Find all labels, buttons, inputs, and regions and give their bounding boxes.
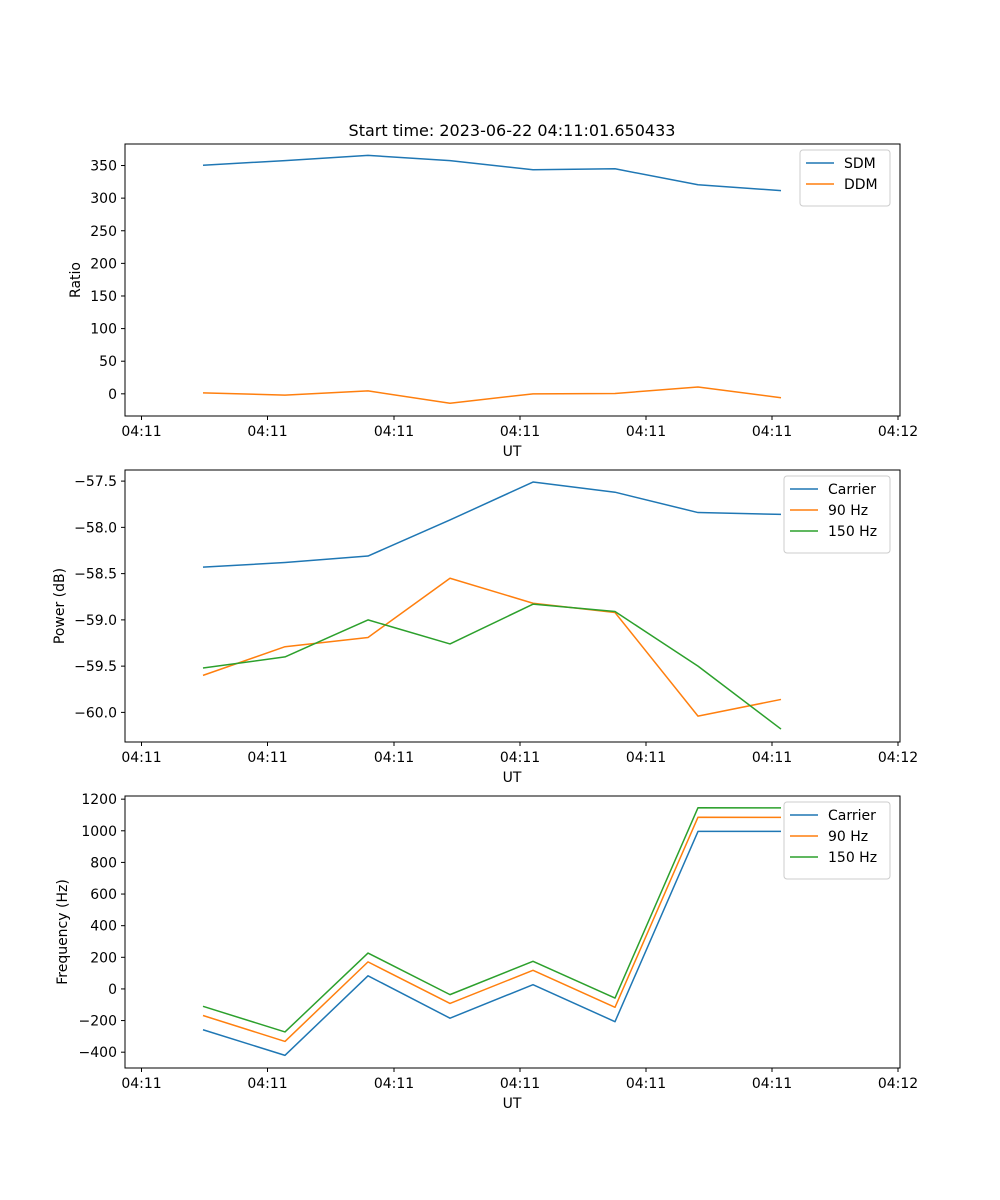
power-y-tick-label: −57.5 <box>74 474 117 490</box>
ratio-y-tick-label: 0 <box>108 387 117 403</box>
ratio-x-tick-label: 04:11 <box>626 424 666 440</box>
power-panel: UT Power (dB) 04:11 04:11 04:11 04:11 04:11 0… <box>52 469 918 786</box>
frequency-legend: Carrier 90 Hz 150 Hz <box>783 801 891 880</box>
ratio-legend-label: SDM <box>844 156 876 172</box>
ratio-series-sdm <box>202 154 782 192</box>
power-y-tick-label: −59.5 <box>74 659 117 675</box>
frequency-y-tick-label: 800 <box>90 855 117 871</box>
power-plot-frame <box>124 469 901 743</box>
frequency-y-tick-label: 600 <box>90 887 117 903</box>
ratio-y-tick-label: 250 <box>90 224 117 240</box>
ratio-y-tick-label: 350 <box>90 159 117 175</box>
power-x-tick-label: 04:11 <box>121 750 161 766</box>
power-legend-label: Carrier <box>828 482 876 498</box>
ratio-x-axis-label: UT <box>503 444 522 460</box>
power-y-tick-label: −58.5 <box>74 567 117 583</box>
frequency-series-carrier <box>202 830 781 1057</box>
ratio-y-tick-label: 150 <box>90 289 117 305</box>
frequency-y-axis-label: Frequency (Hz) <box>55 879 71 985</box>
ratio-x-tick-label: 04:11 <box>247 424 287 440</box>
ratio-x-tick-label: 04:11 <box>752 424 792 440</box>
frequency-y-tick-label: −200 <box>79 1014 117 1030</box>
power-legend-label: 150 Hz <box>828 524 877 540</box>
frequency-y-tick-label: 1000 <box>81 824 117 840</box>
power-x-tick-label: 04:11 <box>626 750 666 766</box>
frequency-panel: UT Frequency (Hz) 04:11 04:11 04:11 04:11 04… <box>55 792 918 1112</box>
frequency-legend-label: Carrier <box>828 808 876 824</box>
ratio-y-tick-label: 100 <box>90 322 117 338</box>
frequency-series-150-hz <box>202 806 782 1033</box>
power-series-carrier <box>202 481 782 568</box>
frequency-x-tick-label: 04:11 <box>374 1076 414 1092</box>
ratio-x-tick-label: 04:11 <box>121 424 161 440</box>
power-series-150-hz <box>202 603 782 730</box>
frequency-y-tick-label: −400 <box>79 1045 117 1061</box>
ratio-legend: SDM DDM <box>799 149 891 207</box>
power-y-axis-label: Power (dB) <box>52 568 68 644</box>
power-y-tick-label: −60.0 <box>74 705 117 721</box>
ratio-plot-frame <box>124 143 901 417</box>
frequency-legend-label: 150 Hz <box>828 850 877 866</box>
frequency-x-tick-label: 04:11 <box>121 1076 161 1092</box>
ratio-legend-label: DDM <box>844 177 878 193</box>
ratio-panel: UT Ratio 04:11 04:11 04:11 04:11 04:11 04:11 0… <box>68 143 918 460</box>
ratio-x-tick-label: 04:11 <box>500 424 540 440</box>
power-legend: Carrier 90 Hz 150 Hz <box>783 475 891 554</box>
power-x-tick-label: 04:11 <box>247 750 287 766</box>
frequency-y-tick-label: 0 <box>108 982 117 998</box>
frequency-series-90-hz <box>202 816 782 1043</box>
frequency-x-tick-label: 04:11 <box>626 1076 666 1092</box>
frequency-x-axis-label: UT <box>503 1096 522 1112</box>
ratio-y-tick-label: 300 <box>90 191 117 207</box>
frequency-y-tick-label: 200 <box>90 950 117 966</box>
power-x-tick-label: 04:11 <box>752 750 792 766</box>
power-y-tick-label: −58.0 <box>74 520 117 536</box>
frequency-x-tick-label: 04:11 <box>500 1076 540 1092</box>
ratio-y-tick-label: 200 <box>90 256 117 272</box>
power-legend-box <box>783 475 891 554</box>
frequency-x-tick-label: 04:11 <box>752 1076 792 1092</box>
power-x-axis-label: UT <box>503 770 522 786</box>
power-x-tick-label: 04:12 <box>878 750 918 766</box>
figure-title: Start time: 2023-06-22 04:11:01.650433 <box>349 121 676 140</box>
power-legend-label: 90 Hz <box>828 503 868 519</box>
power-y-tick-label: −59.0 <box>74 613 117 629</box>
frequency-x-tick-label: 04:12 <box>878 1076 918 1092</box>
power-x-tick-label: 04:11 <box>374 750 414 766</box>
ratio-y-tick-label: 50 <box>99 354 117 370</box>
frequency-plot-frame <box>124 795 901 1069</box>
frequency-legend-label: 90 Hz <box>828 829 868 845</box>
ratio-x-tick-label: 04:12 <box>878 424 918 440</box>
power-series-90-hz <box>202 577 782 717</box>
ratio-series-ddm <box>202 386 782 405</box>
ratio-y-axis-label: Ratio <box>68 262 84 298</box>
ratio-x-tick-label: 04:11 <box>374 424 414 440</box>
frequency-y-tick-label: 400 <box>90 919 117 935</box>
frequency-x-tick-label: 04:11 <box>247 1076 287 1092</box>
ratio-legend-box <box>799 149 891 207</box>
frequency-y-tick-label: 1200 <box>81 792 117 808</box>
frequency-legend-box <box>783 801 891 880</box>
power-x-tick-label: 04:11 <box>500 750 540 766</box>
